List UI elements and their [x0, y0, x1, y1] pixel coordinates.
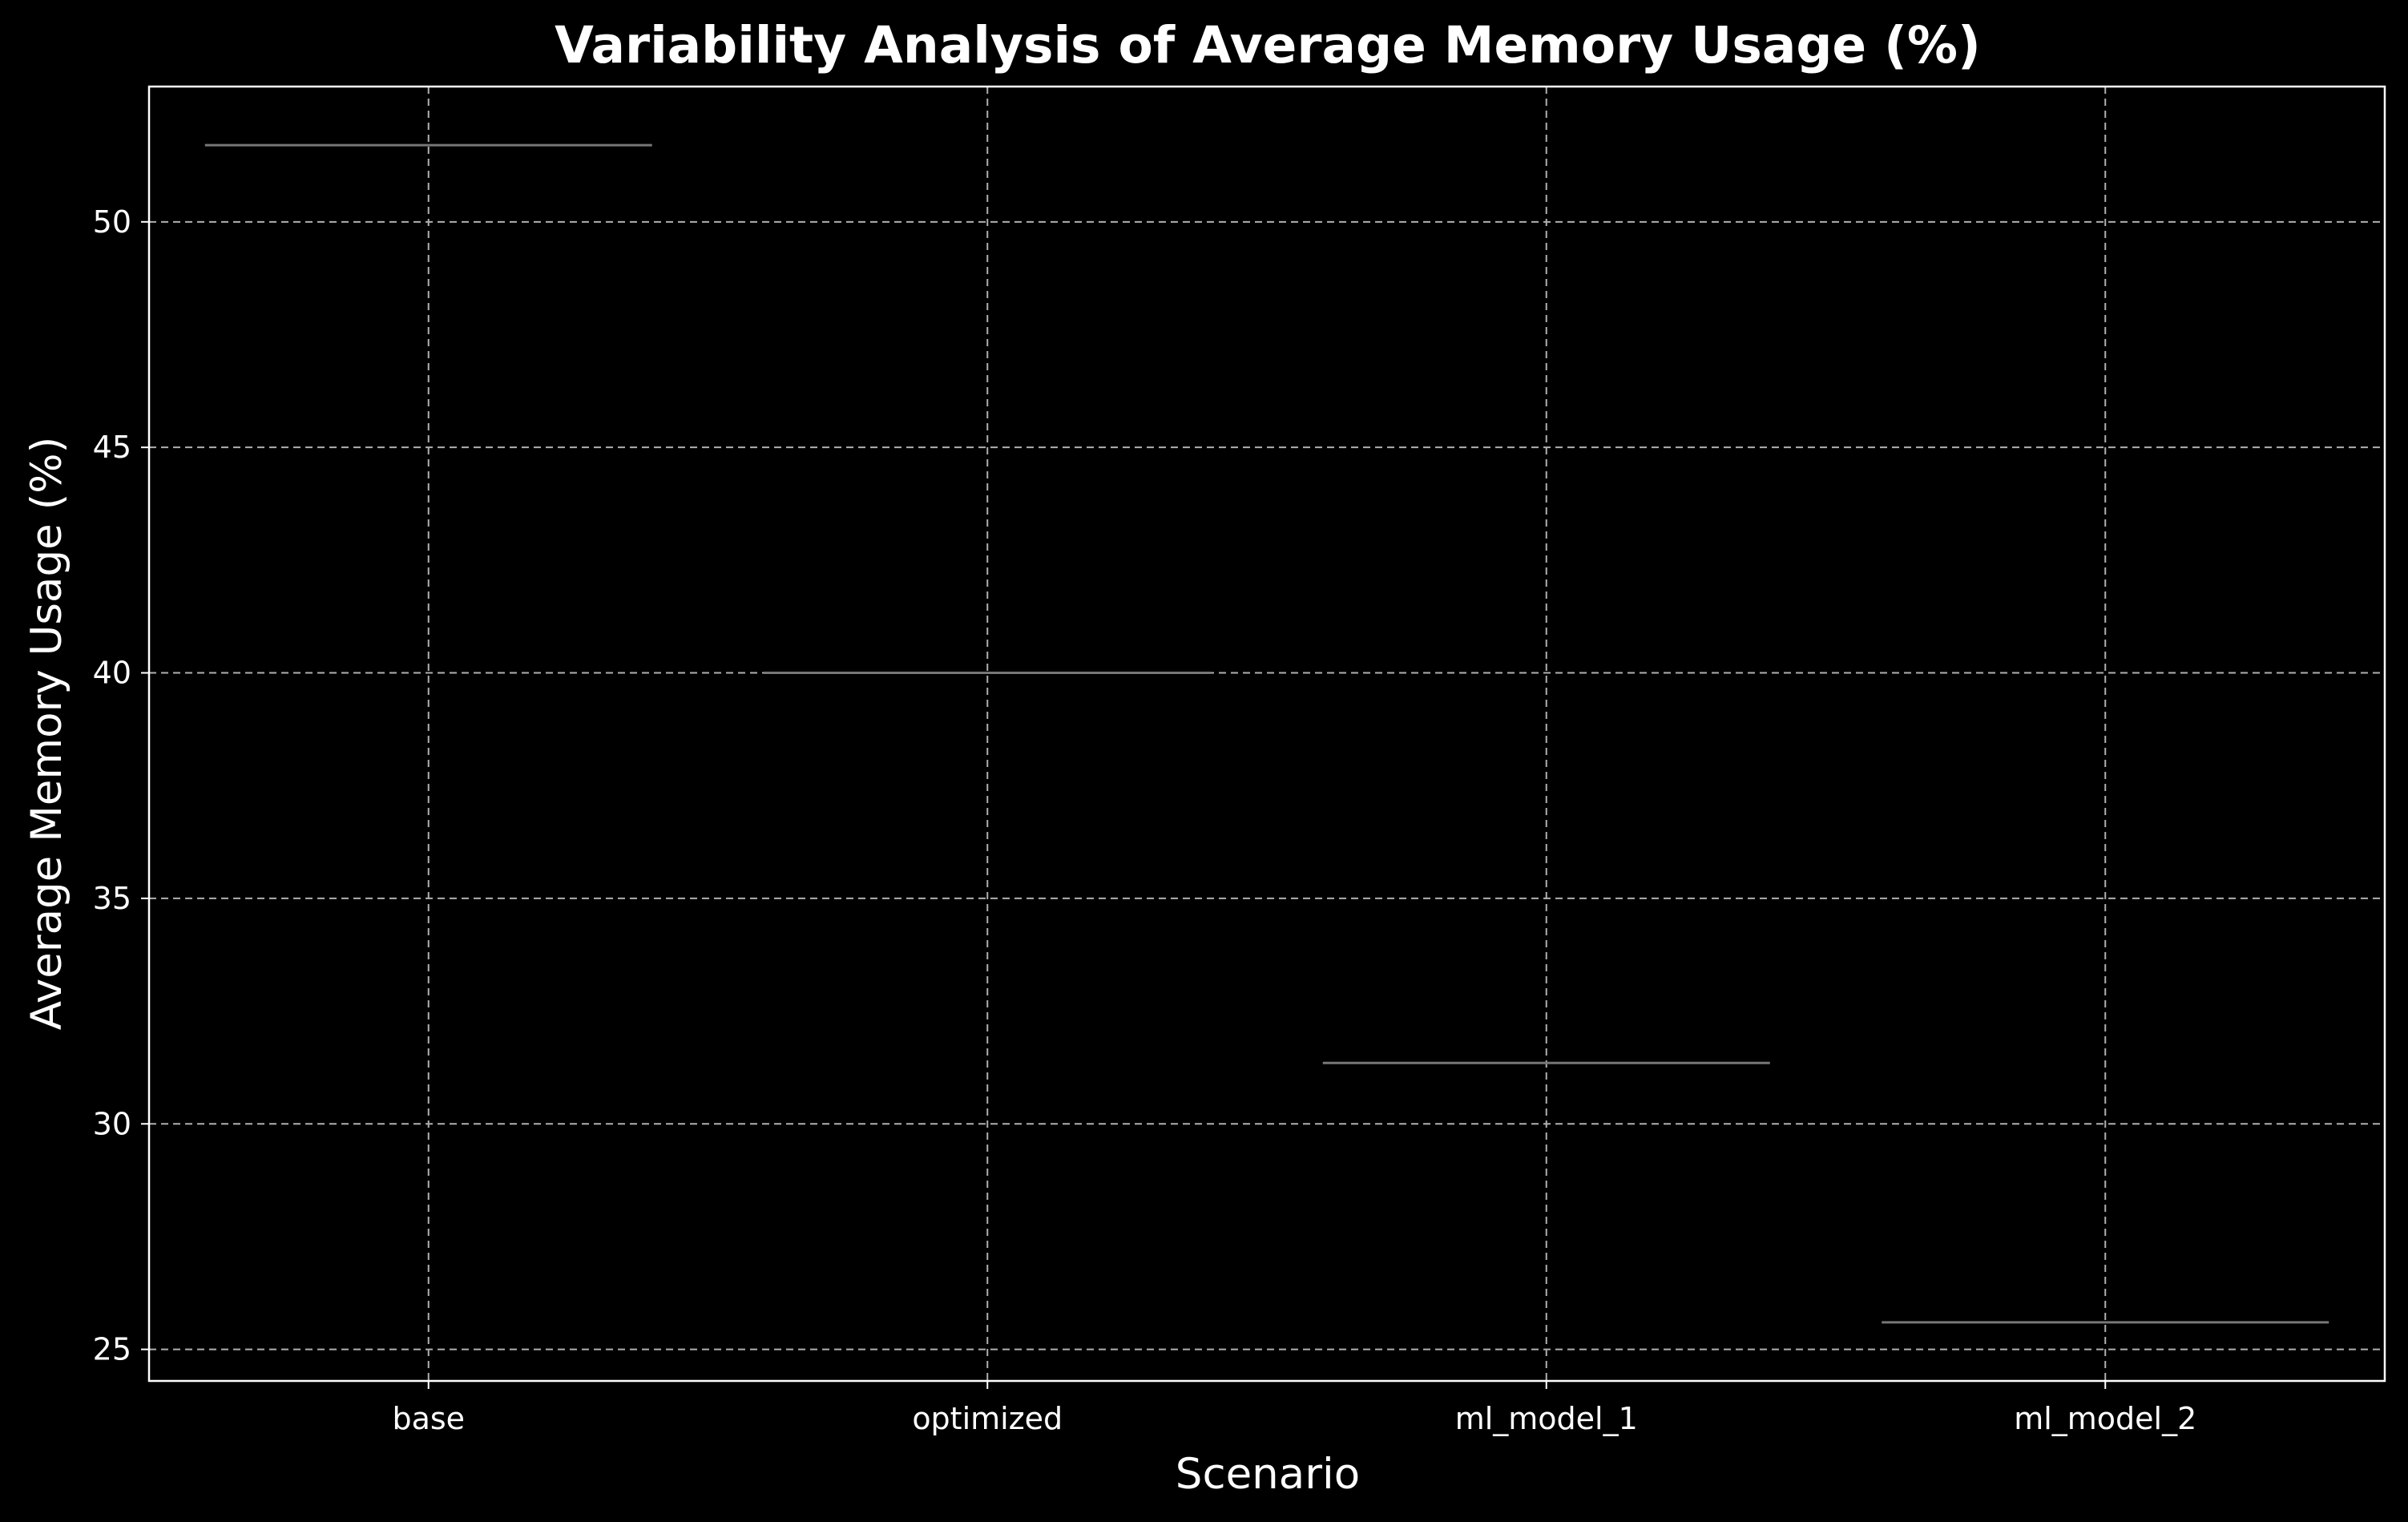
tick-layer: 25 30 35 40 45 50 base optimized ml_model_1 ml_mo…: [93, 204, 2197, 1436]
chart-title: Variability Analysis of Average Memory U…: [555, 16, 1981, 75]
y-tick-label: 35: [93, 881, 131, 916]
y-tick-label: 45: [93, 430, 131, 465]
y-tick-label: 40: [93, 656, 131, 691]
x-tick-label: base: [392, 1401, 465, 1436]
plot-frame: [147, 85, 2386, 1383]
x-tick-label: ml_model_1: [1455, 1401, 1638, 1436]
mark-layer: [204, 143, 2329, 1324]
y-axis-label: Average Memory Usage (%): [22, 437, 71, 1031]
y-tick-label: 50: [93, 204, 131, 240]
x-tick-label: ml_model_2: [2014, 1401, 2196, 1436]
grid-layer: [149, 87, 2385, 1381]
y-tick-label: 30: [93, 1106, 131, 1141]
x-tick-label: optimized: [912, 1401, 1063, 1436]
y-tick-label: 25: [93, 1332, 131, 1367]
x-axis-label: Scenario: [1176, 1450, 1360, 1499]
